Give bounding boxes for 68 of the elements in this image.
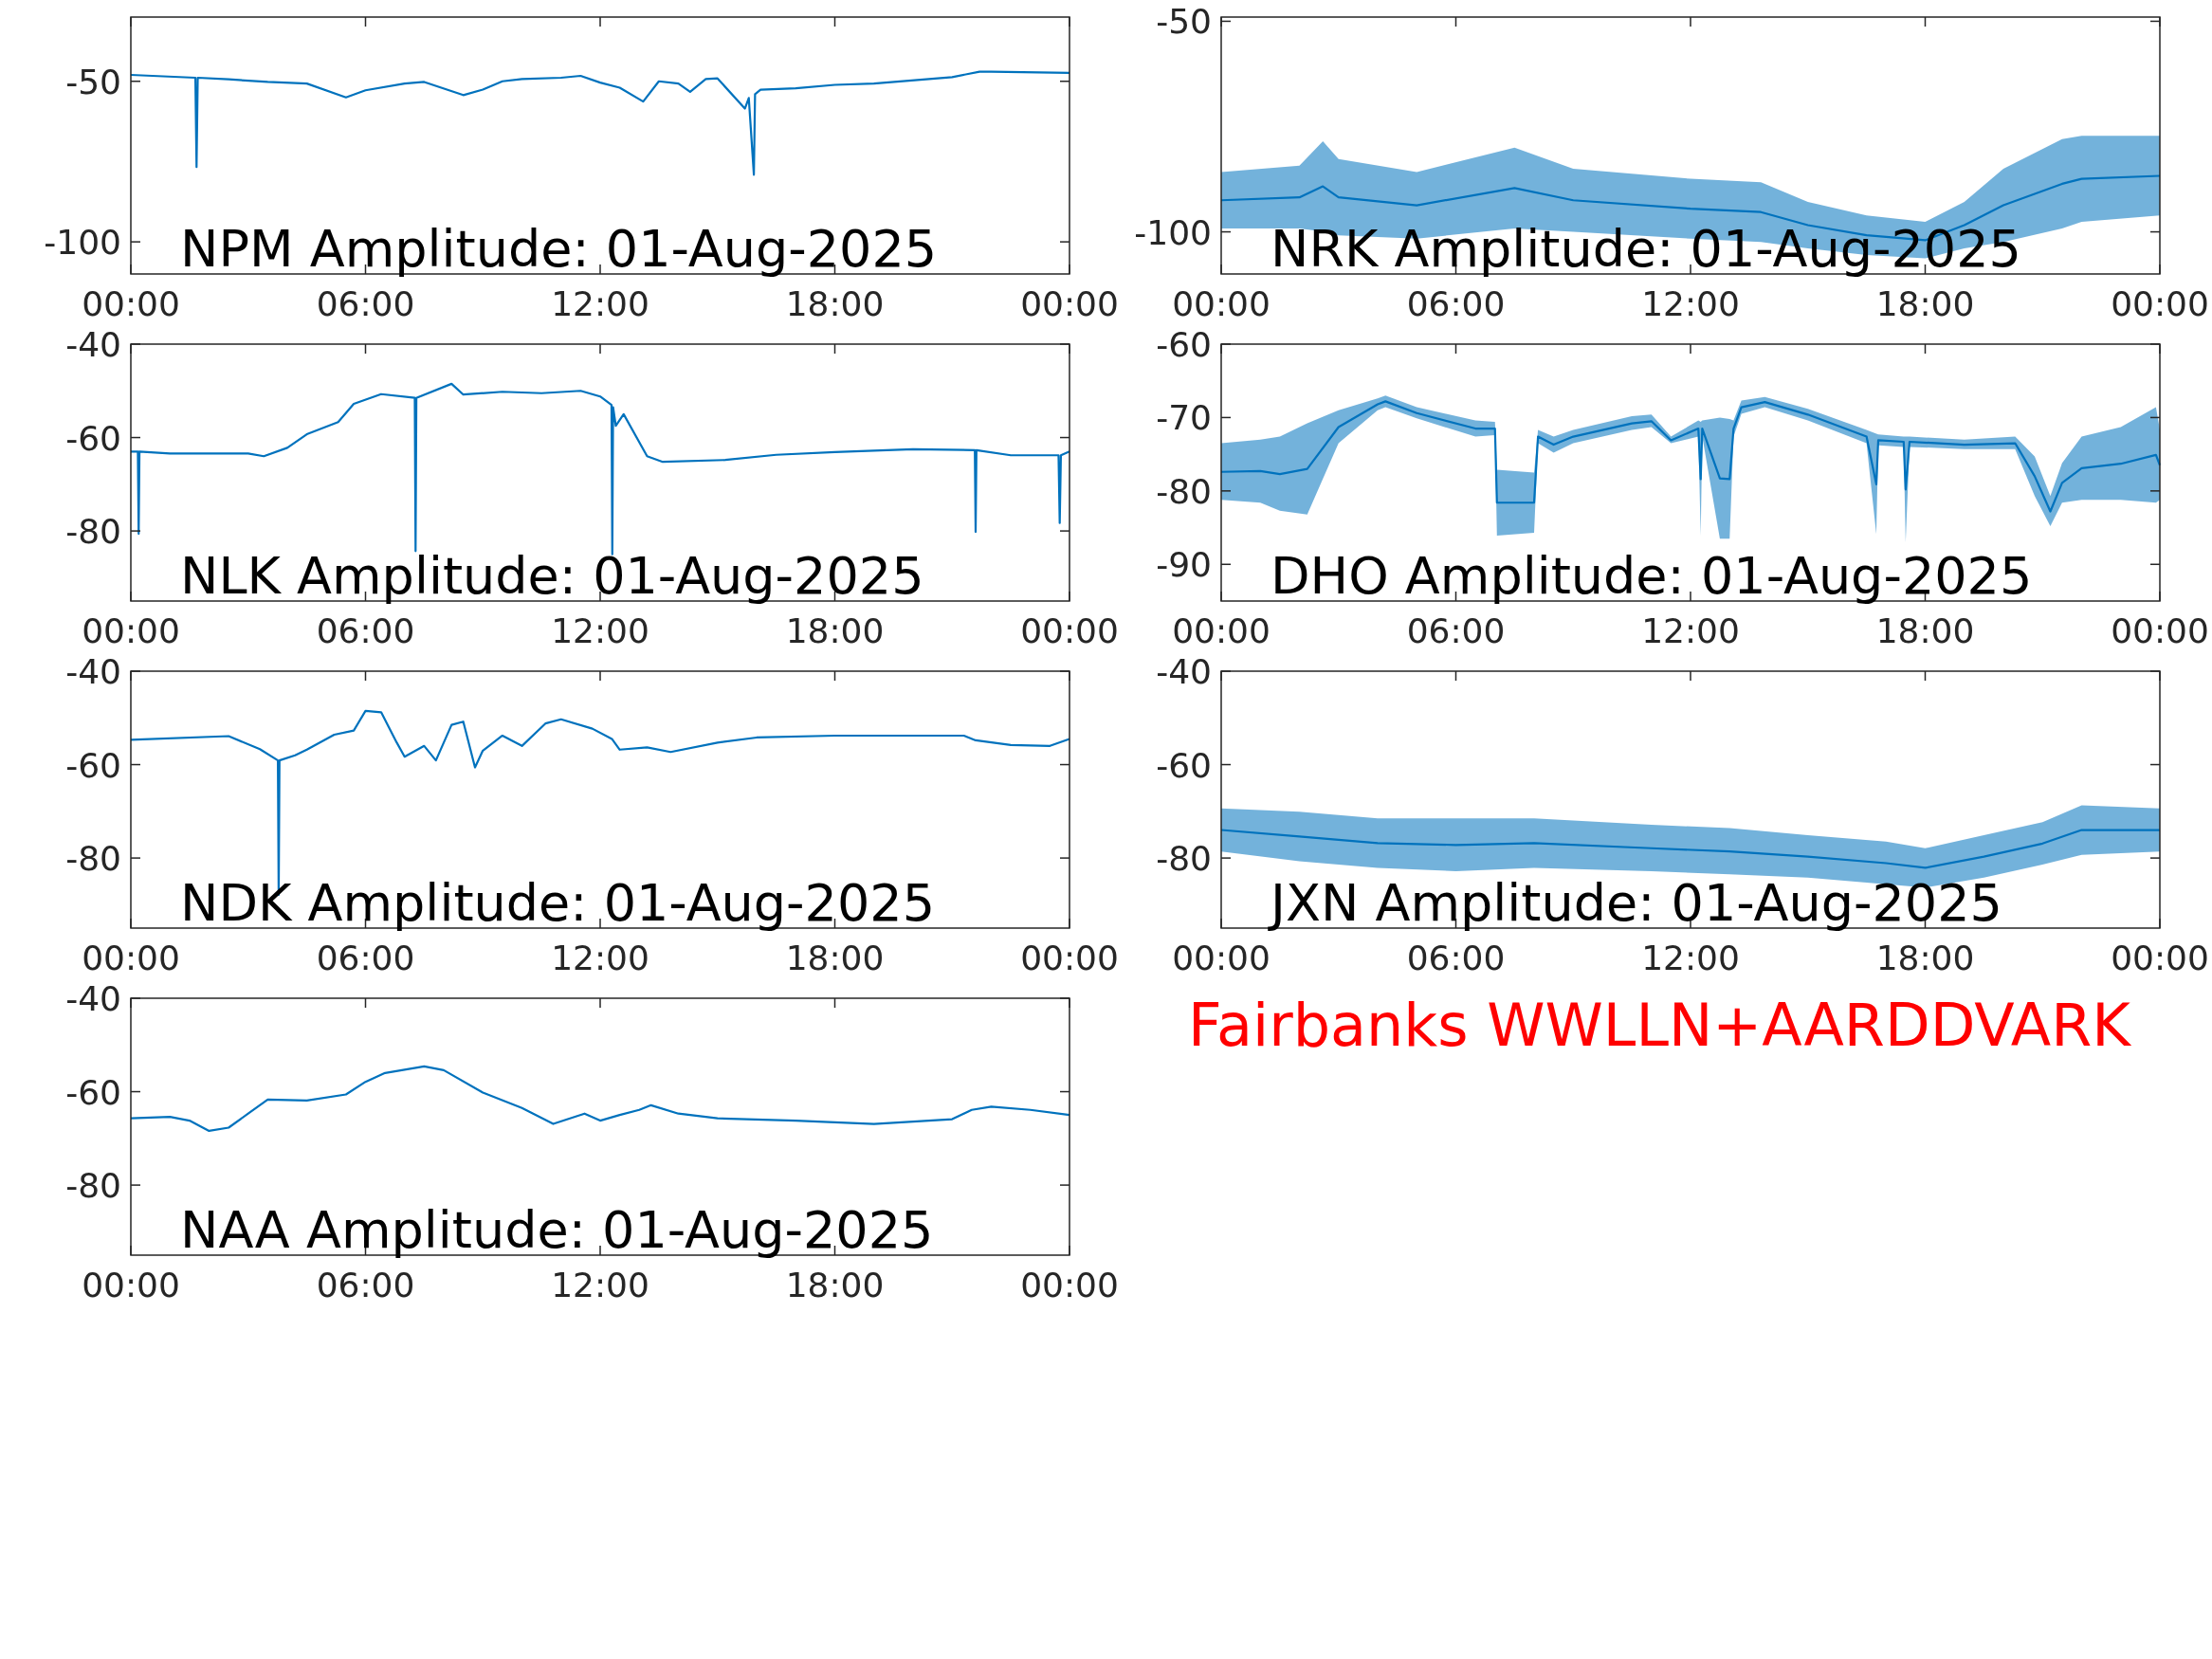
y-tick-label: -80	[65, 839, 121, 879]
x-tick-label: 12:00	[551, 611, 649, 650]
y-tick-label: -50	[65, 62, 121, 101]
y-tick-label: -90	[1156, 545, 1212, 585]
y-tick-label: -40	[65, 979, 121, 1018]
y-tick-label: -60	[1156, 745, 1212, 785]
x-tick-label: 18:00	[1875, 284, 1975, 323]
x-tick-label: 00:00	[82, 611, 180, 650]
y-tick-label: -40	[1156, 652, 1212, 691]
text: NLK Amplitude: 01-Aug-2025	[180, 546, 924, 606]
y-tick-label: -60	[65, 745, 121, 785]
x-tick-label: 12:00	[551, 1266, 649, 1304]
x-tick-label: 12:00	[551, 284, 649, 323]
y-tick-label: -70	[1156, 398, 1212, 438]
x-tick-label: 06:00	[316, 284, 415, 323]
x-tick-label: 12:00	[1641, 284, 1740, 323]
x-tick-label: 06:00	[316, 1266, 415, 1304]
line-series	[1219, 829, 2162, 869]
y-tick-label: -60	[65, 1072, 121, 1112]
line-series	[129, 1065, 1071, 1133]
text: NRK Amplitude: 01-Aug-2025	[1271, 219, 2021, 279]
text: DHO Amplitude: 01-Aug-2025	[1271, 546, 2033, 606]
y-tick-label: -40	[65, 652, 121, 691]
x-tick-label: 00:00	[1020, 611, 1119, 650]
y-tick-label: -80	[65, 512, 121, 552]
y-tick-label: -40	[65, 325, 121, 364]
x-tick-label: 00:00	[2111, 939, 2209, 977]
x-tick-label: 12:00	[1641, 939, 1740, 977]
y-tick-label: -60	[65, 418, 121, 458]
text: NPM Amplitude: 01-Aug-2025	[180, 219, 938, 279]
x-tick-label: 06:00	[316, 611, 415, 650]
text: Fairbanks WWLLN+AARDDVARK	[1188, 991, 2132, 1060]
line-series	[129, 382, 1071, 556]
x-tick-label: 00:00	[1172, 611, 1271, 650]
x-tick-label: 00:00	[1172, 939, 1271, 977]
x-tick-label: 18:00	[785, 284, 885, 323]
x-tick-label: 06:00	[316, 939, 415, 977]
x-tick-label: 18:00	[785, 939, 885, 977]
y-tick-label: -80	[1156, 471, 1212, 511]
x-tick-label: 12:00	[551, 939, 649, 977]
x-tick-label: 00:00	[82, 1266, 180, 1304]
x-tick-label: 18:00	[1875, 611, 1975, 650]
x-tick-label: 00:00	[82, 284, 180, 323]
x-tick-label: 00:00	[2111, 611, 2209, 650]
y-tick-label: -100	[1134, 212, 1212, 252]
y-tick-label: -100	[44, 223, 121, 263]
y-tick-label: -50	[1156, 2, 1212, 42]
x-tick-label: 18:00	[785, 611, 885, 650]
x-tick-label: 00:00	[1020, 284, 1119, 323]
x-tick-label: 06:00	[1406, 611, 1506, 650]
text: NAA Amplitude: 01-Aug-2025	[180, 1200, 934, 1260]
text: JXN Amplitude: 01-Aug-2025	[1268, 873, 2002, 933]
x-tick-label: 12:00	[1641, 611, 1740, 650]
x-tick-label: 00:00	[82, 939, 180, 977]
text: NDK Amplitude: 01-Aug-2025	[180, 873, 935, 933]
x-tick-label: 00:00	[1020, 1266, 1119, 1304]
x-tick-label: 06:00	[1406, 284, 1506, 323]
line-series	[129, 70, 1071, 176]
x-tick-label: 00:00	[1020, 939, 1119, 977]
line-series	[1219, 400, 2162, 513]
y-tick-label: -60	[1156, 325, 1212, 364]
x-tick-label: 06:00	[1406, 939, 1506, 977]
x-tick-label: 00:00	[2111, 284, 2209, 323]
x-tick-label: 00:00	[1172, 284, 1271, 323]
x-tick-label: 18:00	[1875, 939, 1975, 977]
y-tick-label: -80	[65, 1166, 121, 1206]
y-tick-label: -80	[1156, 839, 1212, 879]
x-tick-label: 18:00	[785, 1266, 885, 1304]
